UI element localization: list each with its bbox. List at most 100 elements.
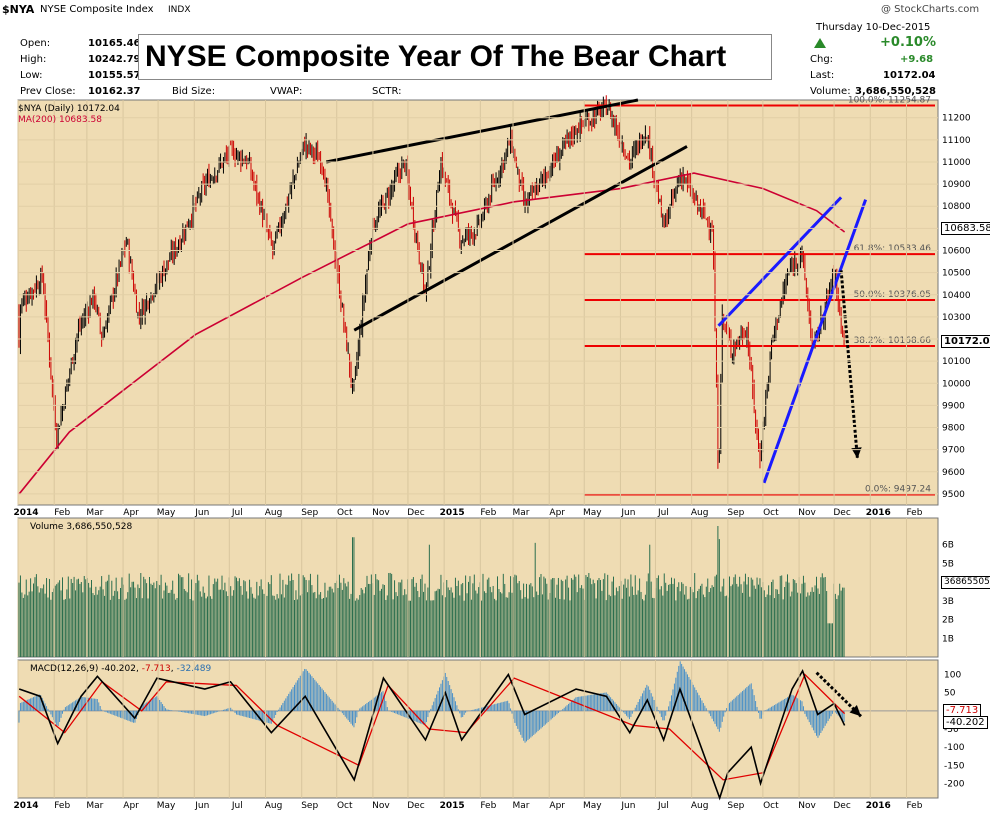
price-tick-label: 11000: [942, 158, 971, 168]
x-tick-label: Feb: [54, 508, 70, 518]
ma200-line: [18, 172, 846, 495]
pct-change: +0.10%: [880, 35, 936, 50]
stockcharts-credit: @ StockCharts.com: [881, 4, 980, 15]
chg-value: +9.68: [900, 54, 934, 65]
bid-size-label: Bid Size:: [172, 86, 216, 97]
x-tick-label: Mar: [513, 508, 530, 518]
x-tick-label: May: [583, 508, 602, 518]
x-tick-label: Apr: [123, 801, 139, 811]
macd-signal-line: [18, 673, 846, 781]
exchange-label: INDX: [168, 5, 191, 15]
low-label: Low:: [20, 70, 43, 81]
volume-panel-bg: [17, 517, 939, 658]
price-tick-label: 9900: [942, 401, 965, 411]
macd-tick-label: -200: [944, 779, 965, 789]
x-tick-label: Feb: [480, 508, 496, 518]
macd-panel: [17, 659, 939, 801]
x-tick-label: Jun: [620, 801, 635, 811]
x-tick-label: Jun: [620, 508, 635, 518]
x-tick-label: Feb: [907, 801, 923, 811]
x-tick-label: Sep: [301, 508, 318, 518]
x-tick-label: Jun: [194, 801, 209, 811]
x-tick-label: 2016: [866, 508, 891, 518]
x-tick-label: 2015: [440, 508, 465, 518]
last-label: Last:: [810, 70, 835, 81]
chart-title: NYSE Composite Year Of The Bear Chart: [145, 40, 727, 73]
x-tick-label: Jul: [231, 801, 243, 811]
x-tick-label: 2014: [13, 801, 38, 811]
blue-trendline: [717, 196, 843, 327]
x-tick-label: Apr: [549, 801, 565, 811]
ma-legend: MA(200) 10683.58: [18, 115, 102, 125]
price-tick-label: 10400: [942, 291, 971, 301]
price-tick-label: 11100: [942, 136, 971, 146]
x-tick-label: Sep: [301, 801, 318, 811]
x-tick-label: Nov: [798, 508, 816, 518]
fib-level-label: 100.0%: 11254.87: [848, 96, 931, 106]
volume-tick-label: 6B: [942, 541, 954, 551]
high-value: 10242.79: [88, 54, 141, 65]
x-tick-label: 2014: [13, 508, 38, 518]
x-tick-label: 2016: [866, 801, 891, 811]
x-tick-label: Nov: [798, 801, 816, 811]
x-tick-label: Mar: [513, 801, 530, 811]
volume-legend: Volume 3,686,550,528: [30, 522, 133, 532]
x-tick-label: Apr: [549, 508, 565, 518]
x-tick-label: Oct: [337, 508, 353, 518]
price-tick-label: 9500: [942, 490, 965, 500]
x-tick-label: Aug: [691, 801, 709, 811]
prev-close-value: 10162.37: [88, 86, 141, 97]
macd-bearish-arrow-head: [849, 704, 861, 717]
axes: 2014 2014 Feb Feb Mar Mar Apr Apr May May Jun Jun Ju…: [13, 100, 971, 811]
macd-legend: MACD(12,26,9) -40.202, -7.713, -32.489: [30, 664, 212, 674]
x-tick-label: Aug: [265, 801, 283, 811]
volume-tag: 36865505: [941, 576, 990, 589]
price-tick-label: 10100: [942, 357, 971, 367]
macd-tick-label: -150: [944, 761, 965, 771]
volume-tick-label: 5B: [942, 559, 954, 569]
macd-tick-label: -100: [944, 743, 965, 753]
x-tick-label: Dec: [833, 801, 850, 811]
price-tick-label: 10300: [942, 313, 971, 323]
x-tick-label: Aug: [691, 508, 709, 518]
x-tick-label: Dec: [407, 801, 424, 811]
x-tick-label: Jul: [231, 508, 243, 518]
fib-level-label: 61.8%: 10583.46: [854, 244, 932, 254]
x-tick-label: Jun: [194, 508, 209, 518]
symbol: $NYA: [2, 3, 35, 16]
x-tick-label: Oct: [337, 801, 353, 811]
volume-tick-label: 1B: [942, 634, 954, 644]
black-trendline: [353, 145, 688, 332]
chart-title-banner: NYSE Composite Year Of The Bear Chart: [138, 34, 772, 80]
x-tick-label: Apr: [123, 508, 139, 518]
price-tick-label: 10900: [942, 180, 971, 190]
x-tick-label: May: [157, 801, 176, 811]
price-tick-label: 10000: [942, 379, 971, 389]
x-tick-label: Mar: [86, 508, 103, 518]
x-tick-label: Oct: [763, 801, 779, 811]
price-tick-label: 10500: [942, 269, 971, 279]
high-label: High:: [20, 54, 47, 65]
price-tick-label: 10600: [942, 246, 971, 256]
macd-value-tag: -40.202: [943, 716, 988, 729]
macd-legend-v1: -40.202: [101, 664, 136, 674]
price-tick-label: 11200: [942, 114, 971, 124]
macd-legend-v3: -32.489: [176, 664, 212, 674]
x-tick-label: Sep: [727, 801, 744, 811]
macd-line: [18, 668, 846, 801]
fib-level-label: 0.0%: 9497.24: [865, 485, 931, 495]
x-tick-label: Feb: [480, 801, 496, 811]
x-tick-label: Jul: [657, 508, 669, 518]
last-price-tag: 10172.04: [941, 335, 990, 348]
vwap-label: VWAP:: [270, 86, 303, 97]
price-tick-label: 10800: [942, 202, 971, 212]
price-tick-label: 9800: [942, 424, 965, 434]
volume-value: 3,686,550,528: [855, 86, 936, 97]
x-tick-label: Feb: [54, 801, 70, 811]
blue-trendline: [762, 199, 868, 484]
price-tick-label: 9600: [942, 468, 965, 478]
chg-label: Chg:: [810, 54, 834, 65]
open-value: 10165.46: [88, 38, 141, 49]
